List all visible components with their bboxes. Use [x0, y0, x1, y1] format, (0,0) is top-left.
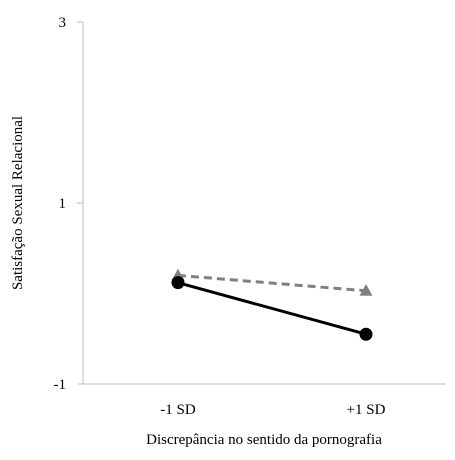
- data-point-triangle: [359, 284, 373, 296]
- data-point-circle: [171, 276, 185, 290]
- y-tick-label: 3: [59, 15, 67, 31]
- data-point-circle: [359, 327, 373, 341]
- x-tick-label: -1 SD: [160, 402, 196, 418]
- axes: [82, 22, 446, 385]
- y-tick-label: 1: [59, 196, 67, 212]
- y-ticks: 3 1 -1: [54, 15, 83, 393]
- y-tick-label: -1: [54, 377, 67, 393]
- x-tick-label: +1 SD: [347, 402, 386, 418]
- y-axis-title: Satisfação Sexual Relacional: [10, 116, 26, 290]
- x-ticks: -1 SD +1 SD: [160, 402, 385, 418]
- series-line: [177, 273, 367, 293]
- x-axis-title: Discrepância no sentido da pornografia: [146, 432, 382, 448]
- series-layer: [171, 268, 373, 341]
- series-line: [177, 281, 367, 336]
